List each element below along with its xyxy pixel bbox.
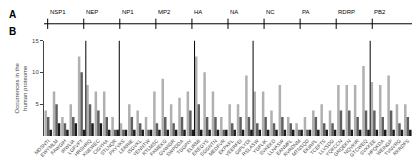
svg-text:MTNSQD: MTNSQD	[290, 137, 310, 157]
svg-text:GTCWEQ: GTCWEQ	[348, 138, 368, 158]
svg-text:EREGYS: EREGYS	[191, 137, 210, 156]
svg-text:A: A	[9, 9, 16, 20]
svg-text:NSP1: NSP1	[50, 9, 66, 15]
svg-text:15: 15	[32, 38, 39, 44]
svg-text:5: 5	[35, 101, 39, 107]
svg-text:SVKKEE: SVKKEE	[358, 137, 377, 156]
svg-text:FAWGIH: FAWGIH	[49, 137, 67, 155]
svg-text:NQVKIR: NQVKIR	[342, 137, 360, 155]
svg-text:CIGYHA: CIGYHA	[91, 137, 109, 155]
svg-text:KNEWEC: KNEWEC	[81, 137, 101, 157]
svg-text:PB2: PB2	[374, 9, 386, 15]
svg-text:GIPLYDI: GIPLYDI	[233, 138, 251, 156]
svg-text:EANMFL: EANMFL	[275, 138, 294, 157]
svg-text:GVWIGR: GVWIGR	[157, 137, 176, 156]
svg-text:EKIRPL: EKIRPL	[301, 138, 318, 155]
svg-text:FKMEKG: FKMEKG	[149, 138, 168, 157]
svg-text:RDRP: RDRP	[338, 9, 355, 15]
svg-text:MP2: MP2	[158, 9, 171, 15]
svg-text:RTLMSC: RTLMSC	[141, 137, 160, 156]
svg-text:LLVSDG: LLVSDG	[317, 138, 335, 156]
svg-text:IRWLIA: IRWLIA	[59, 137, 76, 154]
svg-text:Occurrences in thehuman proteo: Occurrences in thehuman proteome	[14, 62, 28, 113]
svg-text:LGFVFT: LGFVFT	[66, 138, 84, 156]
svg-text:NC: NC	[266, 9, 275, 15]
svg-text:EWYMLM: EWYMLM	[39, 138, 59, 158]
svg-text:ISGVKL: ISGVKL	[126, 138, 143, 155]
svg-text:RVRDNM: RVRDNM	[282, 138, 302, 158]
svg-text:VEERFEI: VEERFEI	[224, 138, 243, 157]
svg-text:YENNTW: YENNTW	[131, 138, 151, 158]
svg-text:10: 10	[32, 69, 39, 75]
svg-text:GRQEKN: GRQEKN	[332, 137, 352, 157]
svg-text:LERRIE: LERRIE	[117, 137, 134, 154]
svg-text:RSLASW: RSLASW	[241, 138, 260, 157]
svg-text:MDSNTI: MDSNTI	[33, 138, 51, 156]
svg-text:B: B	[9, 26, 16, 37]
svg-text:HA: HA	[194, 9, 202, 15]
svg-text:YGFLIK: YGFLIK	[251, 137, 268, 154]
svg-text:STLNQR: STLNQR	[99, 137, 118, 156]
svg-text:WEINGP: WEINGP	[375, 137, 394, 156]
svg-text:ELIRMI: ELIRMI	[185, 138, 201, 154]
svg-text:PKYVKS: PKYVKS	[108, 137, 127, 156]
svg-text:PA: PA	[302, 9, 310, 15]
svg-text:NA: NA	[230, 9, 238, 15]
svg-text:YQKCCN: YQKCCN	[324, 137, 344, 157]
svg-text:HRSHRQ: HRSHRQ	[73, 138, 93, 158]
svg-text:SGGNTN: SGGNTN	[199, 137, 219, 157]
svg-text:SWPDDA: SWPDDA	[165, 137, 185, 157]
svg-text:MEDFVR: MEDFVR	[207, 137, 226, 156]
svg-text:NEP: NEP	[86, 9, 98, 15]
svg-text:RKRDFS: RKRDFS	[392, 137, 411, 156]
svg-text:HFQKDA: HFQKDA	[366, 137, 385, 156]
svg-text:TGGPIY: TGGPIY	[175, 137, 193, 155]
svg-text:EKPKFL: EKPKFL	[217, 138, 235, 156]
svg-text:SVKEKD: SVKEKD	[258, 137, 277, 156]
svg-text:TCEFTS: TCEFTS	[309, 137, 327, 155]
svg-text:LLNASW: LLNASW	[266, 138, 285, 157]
svg-text:NP1: NP1	[122, 9, 134, 15]
svg-text:TVNVRG: TVNVRG	[383, 138, 402, 157]
